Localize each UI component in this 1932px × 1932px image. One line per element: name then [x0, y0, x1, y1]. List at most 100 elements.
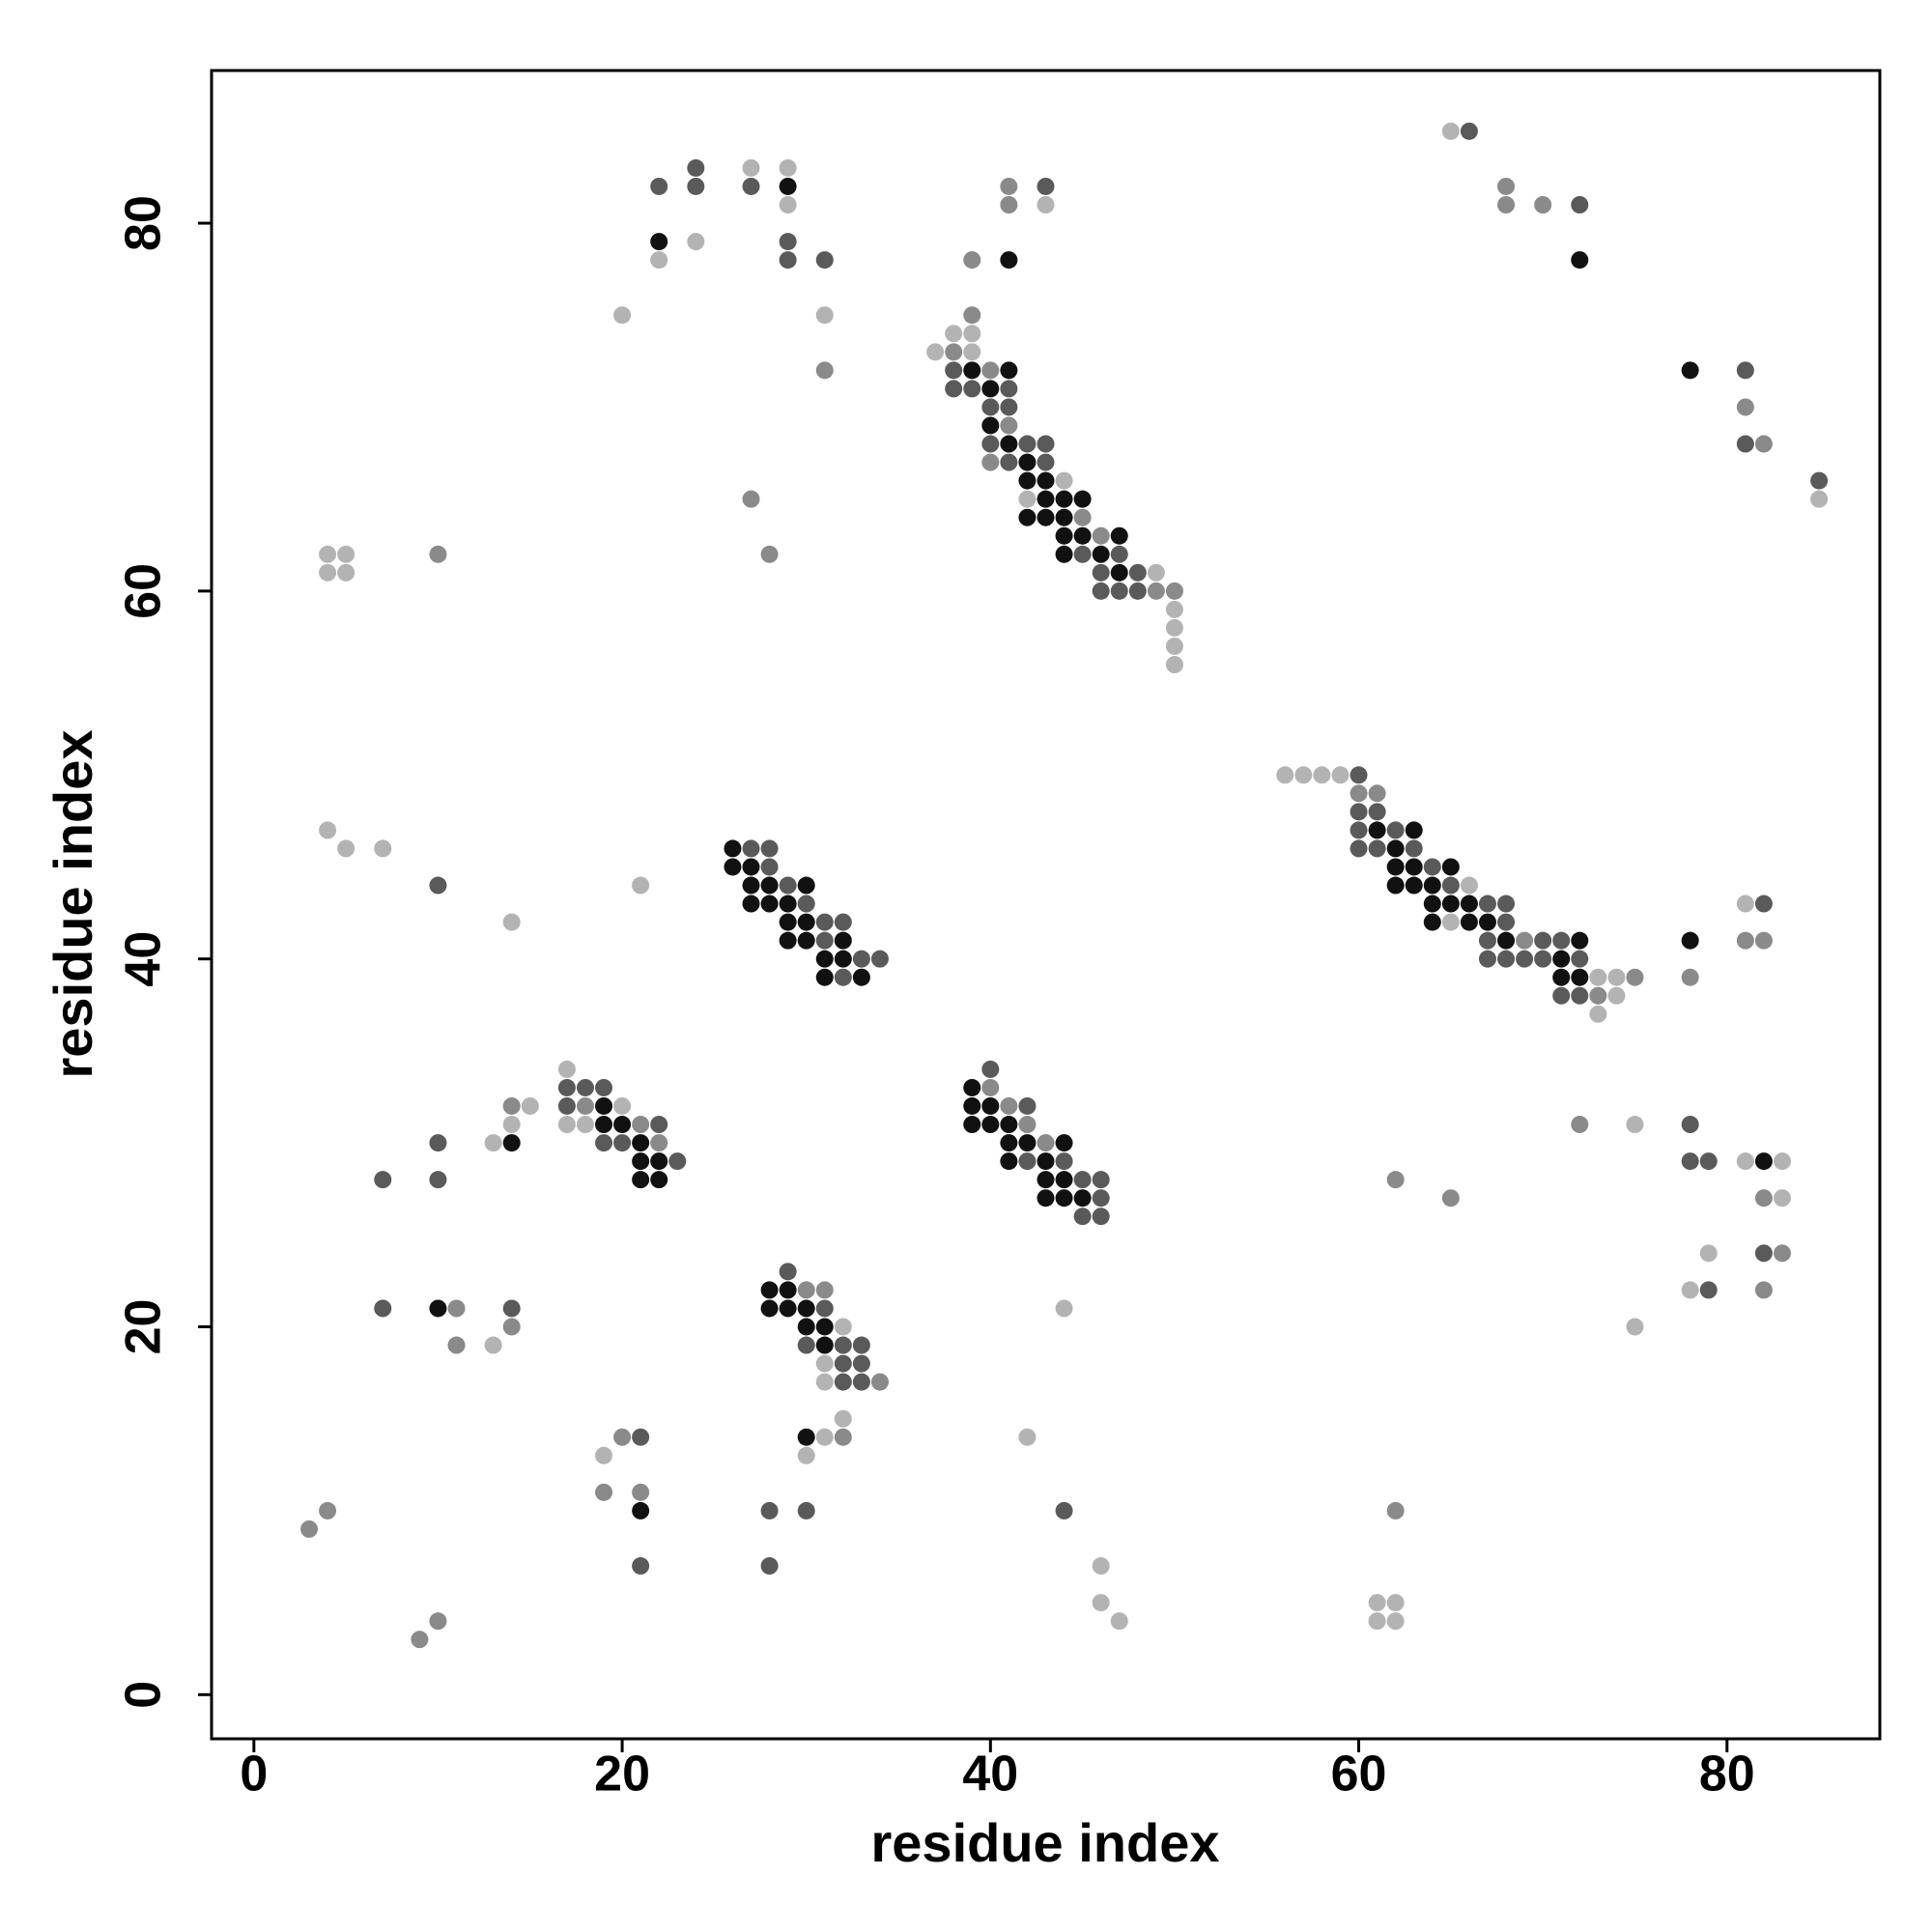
point: [1460, 895, 1478, 913]
point: [1000, 1134, 1018, 1152]
point: [1037, 177, 1055, 195]
point: [650, 1116, 668, 1134]
point: [834, 950, 852, 968]
point: [1073, 526, 1092, 545]
point: [779, 195, 797, 213]
point: [1350, 784, 1368, 803]
point: [1810, 490, 1829, 508]
point: [870, 950, 889, 968]
point: [797, 913, 815, 931]
point: [1055, 1189, 1073, 1208]
point: [1092, 526, 1110, 545]
point: [557, 1116, 576, 1134]
point: [1092, 1557, 1110, 1576]
y-axis-label: residue index: [43, 729, 103, 1078]
y-tick-label: 20: [116, 1299, 172, 1355]
point: [1754, 1152, 1773, 1171]
point: [742, 895, 760, 913]
point: [1165, 582, 1183, 600]
point: [1589, 968, 1607, 986]
point: [687, 233, 705, 251]
point: [1055, 1134, 1073, 1152]
point: [1037, 435, 1055, 453]
point: [797, 876, 815, 895]
point: [1571, 986, 1589, 1005]
point: [502, 1299, 521, 1318]
point: [1018, 453, 1037, 471]
point: [632, 1557, 650, 1576]
point: [1478, 931, 1496, 950]
point: [1516, 931, 1534, 950]
point: [1736, 895, 1754, 913]
point: [1681, 1152, 1699, 1171]
point: [1092, 1208, 1110, 1226]
point: [1092, 563, 1110, 582]
point: [779, 876, 797, 895]
point: [815, 950, 834, 968]
point: [760, 858, 779, 876]
point: [1368, 839, 1386, 858]
point: [1571, 1116, 1589, 1134]
point: [1000, 1152, 1018, 1171]
point: [1626, 1318, 1644, 1336]
point: [632, 1116, 650, 1134]
point: [1386, 1594, 1405, 1612]
point: [779, 913, 797, 931]
point: [1681, 931, 1699, 950]
point: [963, 343, 981, 361]
point: [852, 1354, 870, 1373]
point: [1534, 931, 1552, 950]
point: [1018, 1428, 1037, 1446]
point: [779, 251, 797, 270]
point: [1110, 526, 1128, 545]
point: [595, 1483, 613, 1501]
point: [1460, 876, 1478, 895]
point: [300, 1520, 319, 1538]
point: [502, 913, 521, 931]
point: [1147, 582, 1165, 600]
point: [374, 839, 392, 858]
point: [1497, 950, 1516, 968]
point: [797, 1336, 815, 1354]
point: [1368, 821, 1386, 839]
point: [1405, 858, 1423, 876]
point: [632, 876, 650, 895]
point: [779, 931, 797, 950]
point: [632, 1171, 650, 1189]
point: [1073, 1208, 1092, 1226]
point: [447, 1299, 466, 1318]
point: [1110, 582, 1128, 600]
point: [1037, 453, 1055, 471]
point: [963, 325, 981, 343]
point: [1037, 1171, 1055, 1189]
point: [650, 1134, 668, 1152]
plot-frame: [210, 69, 1882, 1741]
point: [632, 1134, 650, 1152]
point: [1092, 545, 1110, 563]
point: [429, 1612, 447, 1631]
point: [1110, 1612, 1128, 1631]
point: [815, 1318, 834, 1336]
point: [1552, 931, 1571, 950]
point: [981, 435, 1000, 453]
point: [1552, 986, 1571, 1005]
point: [1607, 986, 1626, 1005]
point: [797, 1281, 815, 1299]
point: [1368, 1594, 1386, 1612]
point: [1478, 950, 1496, 968]
point: [1165, 656, 1183, 674]
point: [1055, 526, 1073, 545]
point: [1754, 931, 1773, 950]
point: [1000, 380, 1018, 398]
point: [429, 545, 447, 563]
point: [1552, 968, 1571, 986]
point: [1037, 1152, 1055, 1171]
point: [1368, 1612, 1386, 1631]
point: [1460, 122, 1478, 140]
point: [1534, 195, 1552, 213]
point: [1699, 1244, 1718, 1263]
point: [852, 1373, 870, 1391]
point: [1092, 1171, 1110, 1189]
point: [1571, 251, 1589, 270]
point: [760, 1501, 779, 1520]
